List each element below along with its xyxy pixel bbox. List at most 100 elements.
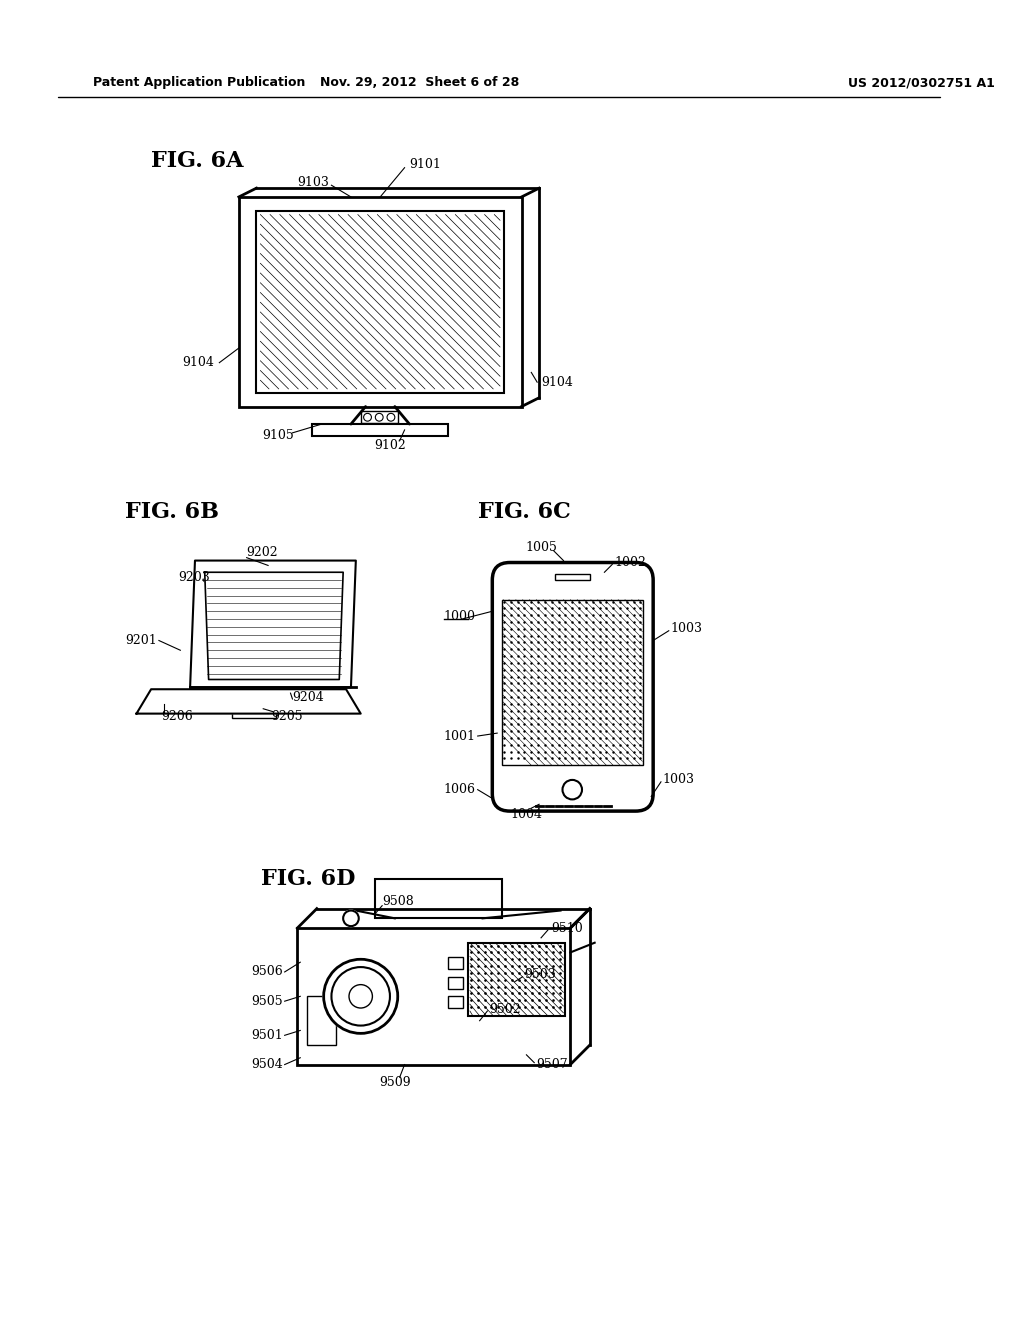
Bar (176, 700, 188, 702)
Bar (166, 708, 177, 710)
Text: 9501: 9501 (251, 1028, 283, 1041)
Bar (468, 942, 565, 1016)
Text: 1002: 1002 (614, 556, 646, 569)
Bar (262, 696, 274, 700)
Bar (210, 708, 221, 710)
Bar (178, 704, 190, 706)
Bar (206, 700, 217, 702)
Bar (449, 977, 463, 989)
Bar (174, 696, 186, 700)
Text: 9508: 9508 (382, 895, 414, 908)
Text: FIG. 6D: FIG. 6D (261, 869, 355, 891)
Bar (164, 704, 175, 706)
Bar (295, 704, 307, 706)
Text: 9206: 9206 (161, 710, 193, 723)
Text: 1003: 1003 (663, 774, 695, 787)
Bar (220, 700, 232, 702)
Text: 9510: 9510 (551, 921, 583, 935)
Text: 9205: 9205 (271, 710, 303, 723)
Bar (268, 708, 280, 710)
Text: 1006: 1006 (443, 783, 475, 796)
Text: 9502: 9502 (489, 1002, 521, 1015)
Bar (360, 412, 397, 424)
Bar (252, 704, 263, 706)
Polygon shape (205, 573, 343, 680)
Bar (266, 704, 278, 706)
Bar (312, 424, 449, 436)
Text: 9203: 9203 (178, 570, 210, 583)
Bar (260, 214, 500, 389)
Bar (233, 696, 245, 700)
Bar (283, 708, 295, 710)
Text: 9103: 9103 (297, 176, 329, 189)
Bar (502, 599, 643, 766)
Circle shape (562, 780, 582, 800)
Text: 9509: 9509 (379, 1076, 411, 1089)
Text: FIG. 6A: FIG. 6A (152, 150, 244, 172)
Circle shape (343, 911, 358, 927)
Bar (162, 700, 173, 702)
Bar (248, 696, 259, 700)
Bar (234, 700, 247, 702)
Text: 9507: 9507 (537, 1059, 567, 1071)
Text: 9101: 9101 (410, 158, 441, 172)
Text: FIG. 6B: FIG. 6B (125, 500, 219, 523)
Text: FIG. 6C: FIG. 6C (477, 500, 570, 523)
Text: 9202: 9202 (247, 546, 279, 560)
Bar (308, 700, 319, 702)
Text: 9104: 9104 (182, 356, 214, 370)
Bar (256, 211, 504, 393)
Bar (191, 700, 203, 702)
Circle shape (324, 960, 397, 1034)
Bar (306, 696, 317, 700)
Bar (292, 696, 303, 700)
Bar (321, 696, 333, 700)
Text: 9204: 9204 (293, 690, 325, 704)
Text: 9506: 9506 (251, 965, 283, 978)
Bar (189, 696, 201, 700)
Bar (193, 704, 205, 706)
Text: US 2012/0302751 A1: US 2012/0302751 A1 (848, 77, 995, 90)
Bar (325, 704, 336, 706)
Bar (294, 700, 305, 702)
Bar (297, 708, 309, 710)
Bar (160, 696, 172, 700)
Bar (312, 708, 324, 710)
Bar (449, 997, 463, 1008)
Bar (264, 700, 275, 702)
Bar (218, 696, 230, 700)
Polygon shape (136, 689, 360, 714)
Bar (376, 879, 502, 919)
Bar (323, 700, 335, 702)
Bar (239, 708, 251, 710)
Bar (237, 704, 249, 706)
Text: 9105: 9105 (262, 429, 294, 442)
Bar (222, 704, 233, 706)
Bar (250, 700, 261, 702)
Bar (307, 997, 336, 1045)
Text: Patent Application Publication: Patent Application Publication (92, 77, 305, 90)
Text: 9505: 9505 (251, 995, 283, 1007)
Text: 9102: 9102 (374, 440, 406, 451)
Polygon shape (190, 561, 355, 688)
Bar (224, 708, 236, 710)
Bar (204, 696, 215, 700)
Bar (232, 710, 275, 718)
Bar (180, 708, 193, 710)
Text: 9503: 9503 (524, 969, 556, 981)
Bar (310, 704, 322, 706)
Text: 1005: 1005 (525, 541, 557, 554)
Text: 1001: 1001 (443, 730, 475, 743)
FancyBboxPatch shape (493, 562, 653, 810)
Bar (297, 928, 570, 1064)
Bar (279, 700, 291, 702)
Bar (555, 574, 590, 579)
Text: Nov. 29, 2012  Sheet 6 of 28: Nov. 29, 2012 Sheet 6 of 28 (319, 77, 519, 90)
Text: 1000: 1000 (443, 610, 475, 623)
Bar (281, 704, 293, 706)
Bar (195, 708, 207, 710)
Text: 9201: 9201 (125, 634, 157, 647)
Text: 9504: 9504 (251, 1059, 283, 1071)
Text: 9104: 9104 (541, 376, 572, 388)
Bar (327, 708, 338, 710)
